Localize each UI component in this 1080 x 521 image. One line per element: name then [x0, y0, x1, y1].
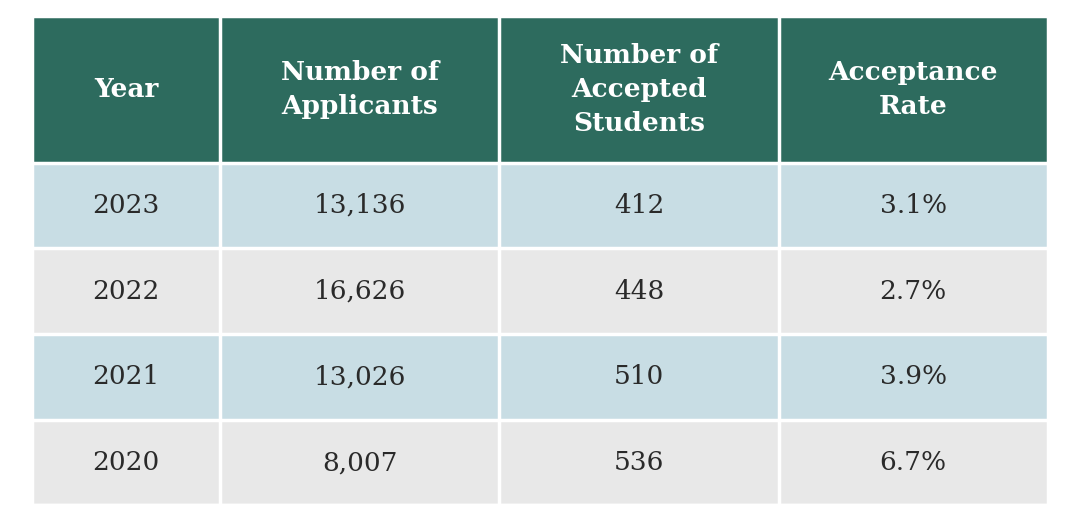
Bar [779, 16, 1048, 163]
Bar [779, 420, 1048, 505]
Bar [32, 334, 220, 420]
Bar [220, 420, 499, 505]
Text: 8,007: 8,007 [322, 450, 397, 475]
Text: 536: 536 [613, 450, 664, 475]
Text: 412: 412 [613, 193, 664, 218]
Text: 2021: 2021 [93, 364, 160, 389]
Bar [499, 16, 779, 163]
Bar [32, 163, 220, 249]
Bar [779, 163, 1048, 249]
Bar [32, 249, 220, 334]
Text: 2.7%: 2.7% [879, 279, 947, 304]
Bar [499, 249, 779, 334]
Bar [32, 16, 220, 163]
Bar [499, 420, 779, 505]
Text: 2023: 2023 [93, 193, 160, 218]
Text: Number of
Applicants: Number of Applicants [281, 59, 438, 119]
Text: 510: 510 [613, 364, 664, 389]
Bar [499, 163, 779, 249]
Text: 3.1%: 3.1% [879, 193, 947, 218]
Text: 2022: 2022 [93, 279, 160, 304]
Text: 3.9%: 3.9% [879, 364, 947, 389]
Bar [220, 163, 499, 249]
Text: 2020: 2020 [93, 450, 160, 475]
Bar [779, 249, 1048, 334]
Text: 16,626: 16,626 [313, 279, 406, 304]
Text: 13,136: 13,136 [313, 193, 406, 218]
Text: 13,026: 13,026 [313, 364, 406, 389]
Text: 6.7%: 6.7% [879, 450, 947, 475]
Bar [499, 334, 779, 420]
Bar [220, 16, 499, 163]
Bar [220, 334, 499, 420]
Bar [779, 334, 1048, 420]
Text: Number of
Accepted
Students: Number of Accepted Students [559, 43, 718, 135]
Text: 448: 448 [613, 279, 664, 304]
Bar [32, 420, 220, 505]
Bar [220, 249, 499, 334]
Text: Year: Year [94, 77, 159, 102]
Text: Acceptance
Rate: Acceptance Rate [828, 59, 998, 119]
